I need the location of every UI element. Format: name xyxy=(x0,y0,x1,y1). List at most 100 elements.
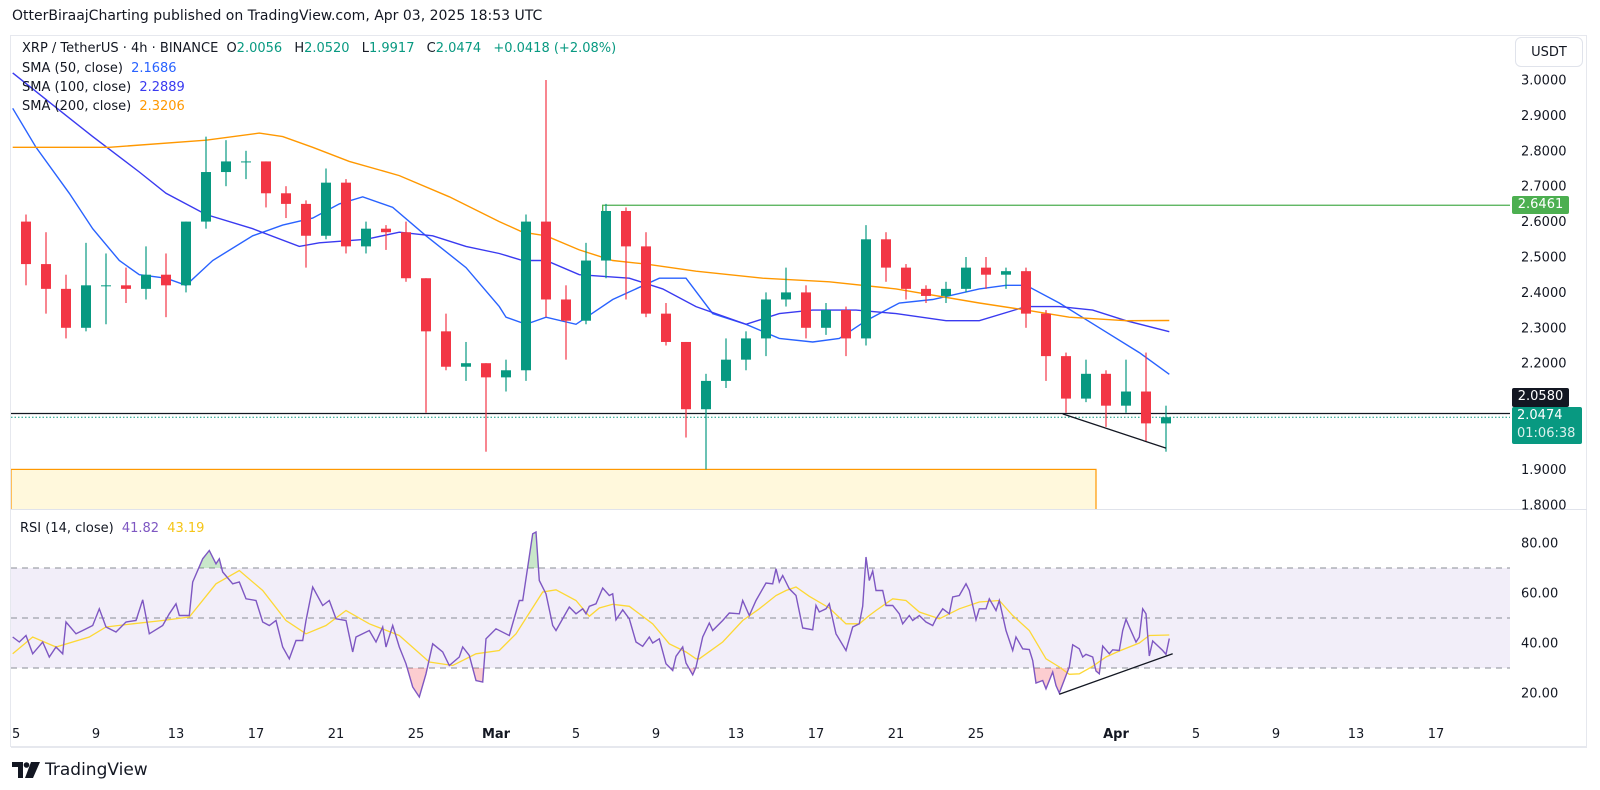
candle[interactable] xyxy=(81,242,91,332)
candle[interactable] xyxy=(161,253,171,318)
candle[interactable] xyxy=(21,214,31,286)
symbol-name[interactable]: XRP / TetherUS · 4h · BINANCE xyxy=(22,41,219,56)
candle[interactable] xyxy=(401,221,411,282)
candle[interactable] xyxy=(601,203,611,279)
sma50-legend[interactable]: SMA (50, close) 2.1686 xyxy=(22,60,181,78)
candle[interactable] xyxy=(1061,352,1071,413)
candle[interactable] xyxy=(961,257,971,293)
chart-frame xyxy=(10,35,1587,747)
price-tick-label: 2.4000 xyxy=(1521,286,1567,301)
candle[interactable] xyxy=(441,313,451,371)
price-pane[interactable] xyxy=(11,72,1510,530)
rsi-trendline[interactable] xyxy=(1059,653,1173,695)
candle[interactable] xyxy=(1101,370,1111,427)
candle[interactable] xyxy=(1021,267,1031,328)
candle-body xyxy=(301,203,311,236)
candle[interactable] xyxy=(461,341,471,381)
currency-button[interactable]: USDT xyxy=(1515,37,1583,67)
candle[interactable] xyxy=(881,232,891,282)
candle[interactable] xyxy=(261,161,271,208)
candle[interactable] xyxy=(981,257,991,289)
candle[interactable] xyxy=(701,373,711,470)
candle-body xyxy=(221,161,231,173)
bar-countdown: 01:06:38 xyxy=(1517,426,1576,441)
candle[interactable] xyxy=(901,264,911,300)
candle[interactable] xyxy=(501,359,511,392)
candle-body xyxy=(721,359,731,381)
candle-body xyxy=(401,232,411,279)
candle[interactable] xyxy=(721,338,731,388)
candle[interactable] xyxy=(281,186,291,219)
candle[interactable] xyxy=(421,278,431,413)
candle-body xyxy=(781,292,791,300)
candle[interactable] xyxy=(1121,359,1131,413)
candle[interactable] xyxy=(841,306,851,357)
candle[interactable] xyxy=(1001,267,1011,289)
candle-body xyxy=(201,172,211,222)
candle-body xyxy=(521,221,531,371)
candle-body xyxy=(941,288,951,296)
candle[interactable] xyxy=(61,274,71,339)
candle[interactable] xyxy=(521,214,531,381)
low-value: 1.9917 xyxy=(368,41,415,56)
candle-body xyxy=(1121,391,1131,406)
candle[interactable] xyxy=(761,292,771,357)
sma-200-line[interactable] xyxy=(12,132,1170,322)
candle[interactable] xyxy=(541,80,551,318)
candle[interactable] xyxy=(1081,359,1091,403)
candle-body xyxy=(141,274,151,289)
candle[interactable] xyxy=(781,267,791,307)
candle[interactable] xyxy=(141,246,151,300)
candle[interactable] xyxy=(561,285,571,360)
resistance-price-label: 2.6461 xyxy=(1512,196,1569,214)
candle[interactable] xyxy=(321,168,331,240)
candle[interactable] xyxy=(821,303,831,335)
resistance-line[interactable] xyxy=(602,204,1510,212)
sma100-legend[interactable]: SMA (100, close) 2.2889 xyxy=(22,79,189,97)
candle-body xyxy=(381,228,391,233)
last-price-label: 2.0474 01:06:38 xyxy=(1512,407,1582,444)
candle[interactable] xyxy=(221,140,231,187)
candle[interactable] xyxy=(681,341,691,438)
rsi-oversold-area xyxy=(12,668,1170,697)
candle[interactable] xyxy=(41,232,51,314)
candle-body xyxy=(161,274,171,286)
rsi-line[interactable] xyxy=(12,530,1170,699)
candle[interactable] xyxy=(1161,405,1171,452)
candle[interactable] xyxy=(621,207,631,300)
rsi-pane[interactable] xyxy=(11,530,1510,699)
candle[interactable] xyxy=(481,363,491,452)
sma200-legend[interactable]: SMA (200, close) 2.3206 xyxy=(22,98,189,116)
candle[interactable] xyxy=(641,232,651,318)
candle[interactable] xyxy=(201,136,211,229)
candle-body xyxy=(281,193,291,204)
candle[interactable] xyxy=(101,253,111,325)
candle[interactable] xyxy=(741,331,751,371)
candle[interactable] xyxy=(661,303,671,346)
candle[interactable] xyxy=(181,221,191,293)
sma-100-line[interactable] xyxy=(12,72,1170,333)
candle[interactable] xyxy=(301,200,311,268)
candle[interactable] xyxy=(241,150,251,180)
candle[interactable] xyxy=(801,285,811,339)
candle[interactable] xyxy=(381,225,391,250)
candle[interactable] xyxy=(121,267,131,304)
sma-50-line[interactable] xyxy=(12,107,1170,375)
candle[interactable] xyxy=(1141,352,1151,442)
candle-body xyxy=(61,288,71,328)
candle[interactable] xyxy=(941,281,951,304)
high-label: H xyxy=(294,41,305,56)
rsi-signal-line[interactable] xyxy=(12,569,1170,675)
demand-zone[interactable] xyxy=(11,468,1097,529)
tradingview-logo[interactable]: TradingView xyxy=(12,760,148,780)
price-trendline[interactable] xyxy=(1062,413,1167,449)
candle[interactable] xyxy=(361,221,371,254)
candle[interactable] xyxy=(1041,310,1051,381)
candle[interactable] xyxy=(861,225,871,346)
rsi-oversold-fill xyxy=(12,668,1170,697)
rsi-legend[interactable]: RSI (14, close) 41.82 43.19 xyxy=(20,520,208,538)
candle[interactable] xyxy=(581,242,591,325)
candle[interactable] xyxy=(341,179,351,254)
candle[interactable] xyxy=(921,285,931,304)
